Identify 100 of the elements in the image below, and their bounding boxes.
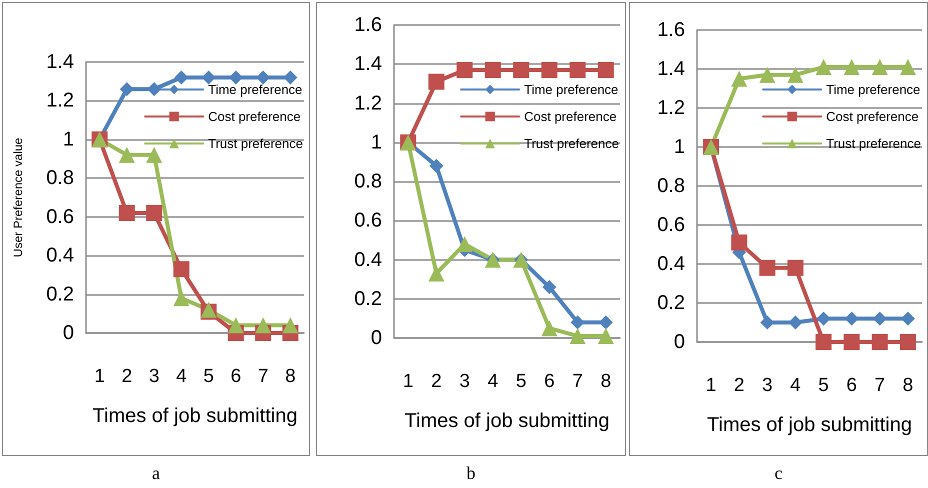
x-tick-label: 6 xyxy=(544,371,555,392)
point xyxy=(456,236,473,252)
point xyxy=(816,334,832,350)
point xyxy=(900,59,916,76)
point xyxy=(428,74,444,90)
text: c xyxy=(774,463,783,483)
point xyxy=(844,312,859,326)
y-tick-label: 1 xyxy=(370,131,382,154)
x-tick-label: 4 xyxy=(176,366,188,387)
point xyxy=(146,204,162,221)
legend-label: Cost preference xyxy=(208,109,301,124)
y-tick-label: 0.8 xyxy=(46,167,74,190)
y-tick-label: 0 xyxy=(370,327,382,349)
y-tick-label: 0.6 xyxy=(46,206,74,228)
y-tick-label: 0.4 xyxy=(657,253,685,275)
point xyxy=(598,62,614,78)
y-axis-title: User Preference value xyxy=(11,137,25,258)
y-tick-label: 1.2 xyxy=(657,97,685,119)
point xyxy=(118,204,135,221)
point xyxy=(429,158,444,173)
x-tick-label: 2 xyxy=(734,375,744,396)
y-tick-label: 0.4 xyxy=(354,248,382,271)
point xyxy=(760,316,774,330)
y-tick-label: 0.2 xyxy=(354,288,382,310)
point xyxy=(146,146,162,163)
point xyxy=(900,334,916,350)
y-tick-label: 0.6 xyxy=(354,210,382,232)
point xyxy=(570,62,586,78)
point xyxy=(484,62,501,78)
y-tick-label: 1 xyxy=(62,128,74,150)
text: a xyxy=(152,463,160,483)
x-tick-label: 3 xyxy=(459,371,470,392)
point xyxy=(570,328,586,344)
point xyxy=(255,317,272,334)
point xyxy=(844,59,860,76)
point xyxy=(541,320,558,336)
y-tick-label: 1.6 xyxy=(354,14,382,36)
point xyxy=(872,312,887,326)
x-axis-title: Times of job submitting xyxy=(404,410,610,432)
y-tick-label: 1.4 xyxy=(354,53,382,76)
y-tick-label: 1.4 xyxy=(46,51,74,73)
x-tick-label: 7 xyxy=(258,366,268,387)
y-tick-label: 0.4 xyxy=(46,244,74,267)
point xyxy=(598,315,613,330)
x-tick-label: 2 xyxy=(122,366,132,387)
point xyxy=(542,280,556,294)
x-tick-label: 7 xyxy=(572,371,583,392)
point xyxy=(844,334,860,350)
x-tick-label: 1 xyxy=(402,371,414,392)
point xyxy=(228,317,244,334)
x-tick-label: 6 xyxy=(230,366,242,387)
point xyxy=(759,66,776,83)
point xyxy=(120,82,134,96)
point xyxy=(118,146,135,163)
x-tick-label: 8 xyxy=(902,375,914,396)
point xyxy=(174,70,188,84)
legend-label: Trust preference xyxy=(524,136,620,151)
x-tick-label: 4 xyxy=(488,371,499,392)
legend-label: Time preference xyxy=(208,82,302,97)
point xyxy=(900,312,915,326)
legend-label: Trust preference xyxy=(826,136,922,151)
point xyxy=(513,62,530,78)
x-tick-label: 1 xyxy=(94,366,105,387)
point xyxy=(731,70,748,87)
x-tick-label: 7 xyxy=(874,375,886,396)
y-tick-label: 0.2 xyxy=(46,283,74,306)
y-tick-label: 0.6 xyxy=(657,214,685,236)
y-tick-label: 1 xyxy=(674,136,685,158)
x-tick-label: 2 xyxy=(431,371,442,392)
x-tick-label: 6 xyxy=(846,375,857,396)
point xyxy=(872,334,888,350)
point xyxy=(456,62,473,78)
y-tick-label: 0 xyxy=(62,322,74,344)
point xyxy=(173,261,190,278)
y-tick-label: 1.2 xyxy=(354,92,382,114)
point xyxy=(816,59,832,76)
point xyxy=(872,59,888,76)
point xyxy=(759,260,776,276)
point xyxy=(731,234,748,251)
point xyxy=(173,290,190,306)
point xyxy=(787,66,804,83)
point xyxy=(428,265,444,282)
legend-label: Time preference xyxy=(826,82,920,97)
point xyxy=(598,328,614,344)
point xyxy=(787,260,804,276)
x-tick-label: 4 xyxy=(790,375,802,396)
x-tick-label: 3 xyxy=(148,366,160,387)
y-tick-label: 0 xyxy=(674,331,685,353)
legend-label: Cost preference xyxy=(826,109,919,124)
x-tick-label: 8 xyxy=(285,366,296,387)
legend-label: Trust preference xyxy=(208,136,304,151)
point xyxy=(816,312,831,326)
x-tick-label: 5 xyxy=(516,371,526,392)
x-tick-label: 5 xyxy=(818,375,829,396)
y-tick-label: 0.8 xyxy=(354,170,382,192)
y-tick-label: 0.2 xyxy=(657,292,685,314)
x-tick-label: 1 xyxy=(706,375,716,396)
legend-label: Cost preference xyxy=(524,109,617,124)
text: b xyxy=(466,463,476,483)
x-tick-label: 3 xyxy=(762,375,773,396)
